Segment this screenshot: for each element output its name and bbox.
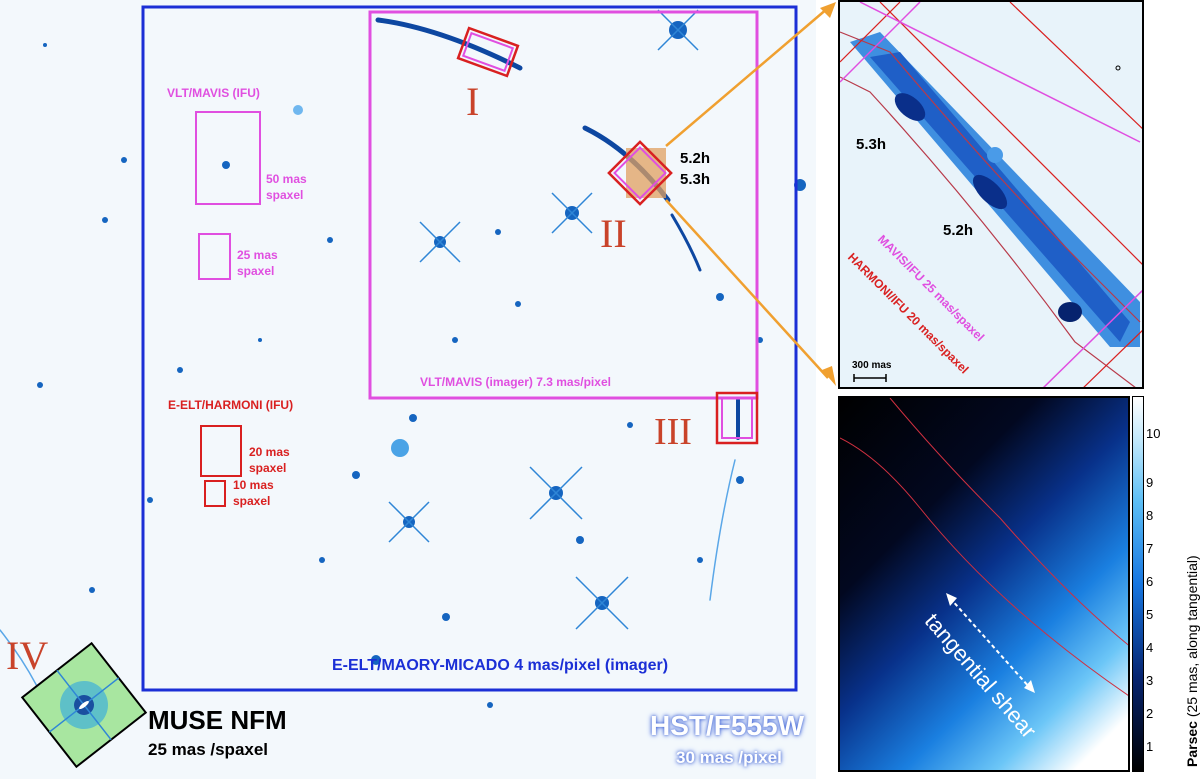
colorbar-label-rest: (25 mas, along tangential) bbox=[1184, 555, 1200, 722]
harmoni-title: E-ELT/HARMONI (IFU) bbox=[168, 398, 294, 412]
tick-7: 7 bbox=[1146, 541, 1154, 556]
mavis-ifu-25-box bbox=[198, 233, 231, 280]
mavis-25-label: 25 mas bbox=[237, 248, 278, 262]
zoom-scale-label: 300 mas bbox=[852, 360, 892, 371]
muse-title: MUSE NFM bbox=[148, 705, 287, 735]
mavis-ifu-50-box bbox=[195, 111, 261, 205]
mavis-ifu-title: VLT/MAVIS (IFU) bbox=[167, 86, 260, 100]
diffraction-spikes bbox=[388, 9, 699, 630]
hst-title: HST/F555W bbox=[650, 710, 805, 741]
zoom-panel: 5.3h 5.2h MAVIS/IFU 25 mas/spaxel HARMON… bbox=[838, 0, 1144, 389]
hst-field-graphics bbox=[0, 5, 806, 769]
region-iii-box-red bbox=[715, 391, 759, 445]
time-label-5-3h: 5.3h bbox=[680, 171, 711, 188]
tick-5: 5 bbox=[1146, 607, 1154, 622]
colorbar-ticks: 1 2 3 4 5 6 7 8 9 10 bbox=[1146, 396, 1170, 772]
tick-6: 6 bbox=[1146, 574, 1154, 589]
harmoni-ifu-20-box bbox=[200, 425, 242, 477]
tick-3: 3 bbox=[1146, 673, 1154, 688]
muse-subtitle: 25 mas /spaxel bbox=[148, 740, 269, 759]
muse-nfm-inset bbox=[20, 641, 148, 769]
mavis-25-label-2: spaxel bbox=[237, 264, 275, 278]
region-label-ii: II bbox=[600, 211, 627, 256]
region-label-iii: III bbox=[654, 411, 692, 453]
tick-4: 4 bbox=[1146, 640, 1154, 655]
time-label-5-2h: 5.2h bbox=[680, 150, 711, 167]
harmoni-10-label: 10 mas bbox=[233, 478, 274, 492]
region-iii-box-magenta bbox=[721, 397, 753, 439]
colorbar-axis-label: Parsec (25 mas, along tangential) bbox=[1184, 555, 1200, 767]
tick-2: 2 bbox=[1146, 706, 1154, 721]
harmoni-10-label-2: spaxel bbox=[233, 494, 271, 508]
colorbar bbox=[1132, 396, 1144, 772]
zoom-label-5-2h: 5.2h bbox=[943, 222, 974, 239]
zoom-graphics bbox=[840, 2, 1142, 387]
hst-image-panel: I II III IV 5.2h 5.3h VLT/MAVIS (IFU) 50… bbox=[0, 0, 816, 779]
harmoni-20-label-2: spaxel bbox=[249, 461, 287, 475]
region-label-iv: IV bbox=[6, 633, 49, 678]
harmoni-20-label: 20 mas bbox=[249, 445, 290, 459]
micado-label: E-ELT/MAORY-MICADO 4 mas/pixel (imager) bbox=[332, 657, 669, 674]
mavis-50-label: 50 mas bbox=[266, 172, 307, 186]
hst-subtitle: 30 mas /pixel bbox=[676, 748, 782, 767]
tick-1: 1 bbox=[1146, 739, 1154, 754]
region-i-boxes bbox=[456, 26, 520, 78]
tick-9: 9 bbox=[1146, 475, 1154, 490]
zoom-label-5-3h: 5.3h bbox=[856, 136, 887, 153]
harmoni-ifu-10-box bbox=[204, 480, 226, 507]
colorbar-label-bold: Parsec bbox=[1184, 721, 1200, 767]
shear-graphics bbox=[840, 398, 1128, 696]
star-field bbox=[37, 21, 806, 708]
region-label-i: I bbox=[466, 79, 480, 124]
region-ii-shaded bbox=[626, 148, 666, 198]
mavis-50-label-2: spaxel bbox=[266, 188, 304, 202]
tick-8: 8 bbox=[1146, 508, 1154, 523]
shear-map-panel: tangential shear bbox=[838, 396, 1130, 772]
mavis-imager-label: VLT/MAVIS (imager) 7.3 mas/pixel bbox=[420, 375, 611, 389]
region-ii-boxes bbox=[607, 140, 673, 206]
tick-10: 10 bbox=[1146, 426, 1161, 441]
